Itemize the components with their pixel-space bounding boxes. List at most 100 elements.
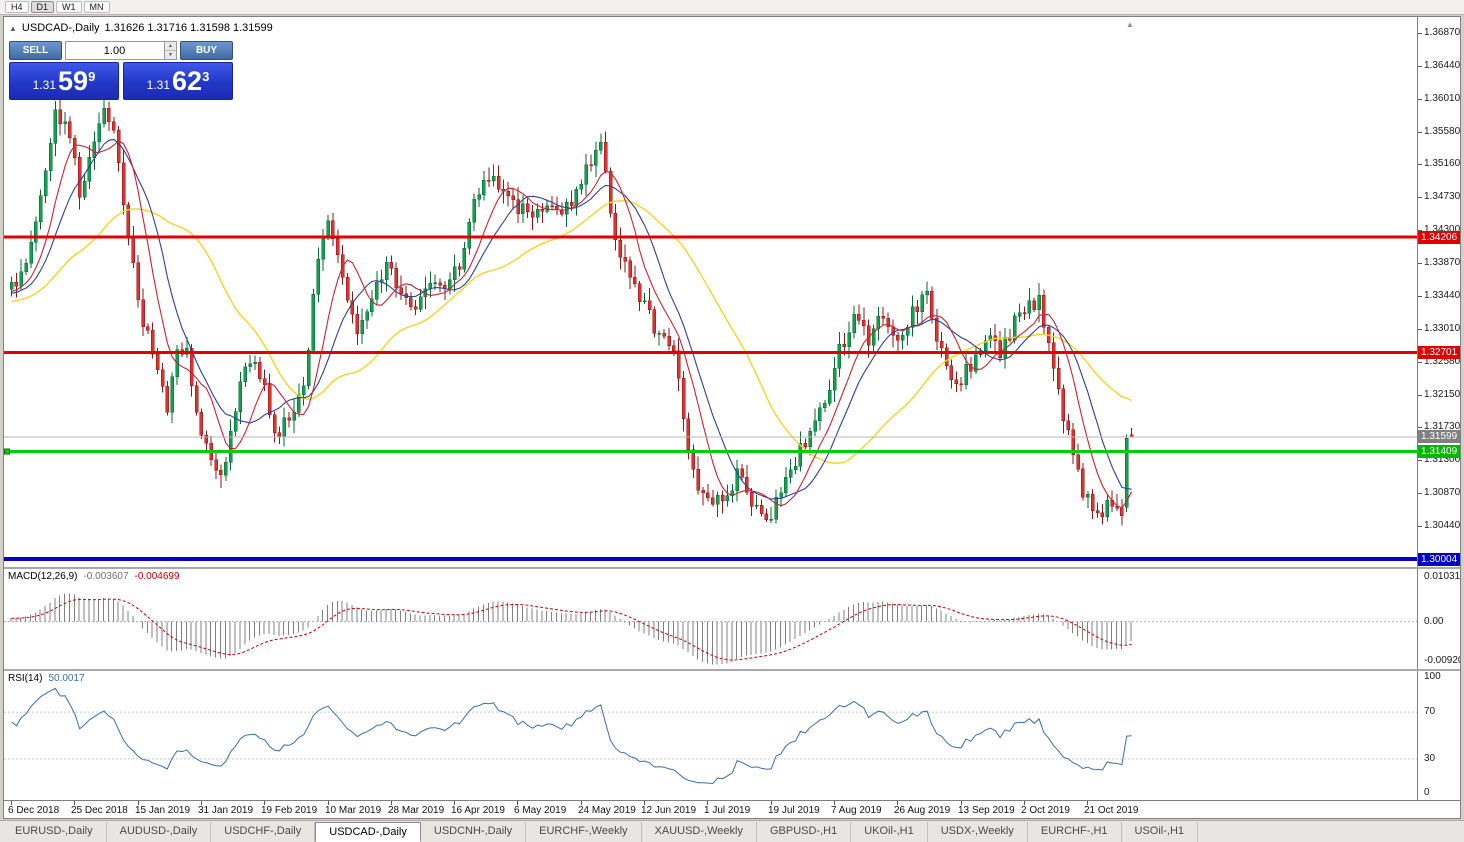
chart-title-bar: ▲ USDCAD-,Daily 1.31626 1.31716 1.31598 … — [9, 22, 273, 34]
buy-price-big: 62 — [172, 66, 203, 96]
time-label: 25 Dec 2018 — [71, 805, 128, 816]
time-tick — [771, 801, 772, 805]
support-line-blue[interactable] — [4, 557, 1417, 561]
time-label: 6 May 2019 — [514, 805, 567, 816]
time-tick — [454, 801, 455, 805]
rsi-label-bar: RSI(14) 50.0017 — [8, 673, 91, 684]
support-line-blue-label: 1.30004 — [1418, 553, 1460, 566]
resistance-line-upper-label: 1.34206 — [1418, 231, 1460, 244]
tab-eurusd-daily[interactable]: EURUSD-,Daily — [2, 822, 107, 842]
rsi-pane[interactable]: RSI(14) 50.0017 — [4, 671, 1417, 800]
resistance-line-lower-label: 1.32701 — [1418, 346, 1460, 359]
tab-audusd-daily[interactable]: AUDUSD-,Daily — [107, 822, 212, 842]
time-tick — [834, 801, 835, 805]
pane-divider-rsi[interactable] — [4, 669, 1460, 671]
resistance-line-upper[interactable] — [4, 235, 1417, 239]
volume-field: ▲ ▼ — [65, 41, 177, 60]
time-label: 31 Jan 2019 — [198, 805, 254, 816]
time-label: 16 Apr 2019 — [451, 805, 505, 816]
sell-button[interactable]: SELL — [9, 41, 62, 60]
pane-divider-macd[interactable] — [4, 567, 1460, 569]
price-tick: 1.32580 — [1418, 356, 1460, 368]
time-tick — [1024, 801, 1025, 805]
price-tick: 1.33010 — [1418, 323, 1460, 335]
chart-tab-bar: EURUSD-,Daily AUDUSD-,Daily USDCHF-,Daily U… — [0, 820, 1464, 842]
sell-price-button[interactable]: 1.31 59 9 — [9, 62, 119, 100]
tab-usdcad-daily[interactable]: USDCAD-,Daily — [315, 822, 421, 842]
time-tick — [328, 801, 329, 805]
timeframe-toolbar: H4 D1 W1 MN — [0, 0, 1464, 15]
tab-eurchf-weekly[interactable]: EURCHF-,Weekly — [526, 822, 642, 842]
current-price-line[interactable] — [4, 436, 1417, 438]
ma-slow-yellow — [11, 199, 1132, 464]
time-axis[interactable]: 6 Dec 2018 25 Dec 2018 15 Jan 2019 31 Jan 2… — [4, 801, 1460, 818]
price-tick: 1.30870 — [1418, 487, 1460, 499]
sell-price-sup: 9 — [88, 69, 96, 84]
buy-price-prefix: 1.31 — [146, 78, 171, 92]
volume-input[interactable] — [66, 42, 163, 59]
time-label: 7 Aug 2019 — [831, 805, 882, 816]
tab-eurchf-h1[interactable]: EURCHF-,H1 — [1028, 822, 1122, 842]
support-line-green-handle[interactable] — [4, 448, 10, 455]
rsi-scale[interactable]: 100 70 30 0 — [1418, 671, 1460, 800]
time-label: 19 Feb 2019 — [261, 805, 318, 816]
rsi-value: 50.0017 — [48, 673, 85, 684]
chart-ohlc-values: 1.31626 1.31716 1.31598 1.31599 — [104, 22, 273, 34]
macd-scale[interactable]: 0.010311 0.00 -0.009203 — [1418, 569, 1460, 669]
tab-ukoil-h1[interactable]: UKOil-,H1 — [851, 822, 928, 842]
one-click-trading-panel: SELL ▲ ▼ BUY 1.31 59 9 — [9, 41, 233, 100]
time-tick — [644, 801, 645, 805]
price-tick: 1.32150 — [1418, 389, 1460, 401]
tab-usdx-weekly[interactable]: USDX-,Weekly — [928, 822, 1028, 842]
buy-button[interactable]: BUY — [180, 41, 233, 60]
support-line-green[interactable] — [4, 449, 1417, 453]
tab-usoil-h1[interactable]: USOil-,H1 — [1122, 822, 1199, 842]
chart-window: ▲ USDCAD-,Daily 1.31626 1.31716 1.31598 … — [3, 16, 1461, 819]
buy-price-sup: 3 — [202, 69, 210, 84]
price-pane[interactable]: ▲ USDCAD-,Daily 1.31626 1.31716 1.31598 … — [4, 17, 1417, 567]
time-tick — [581, 801, 582, 805]
rsi-line — [11, 687, 1132, 785]
tab-usdcnh-daily[interactable]: USDCNH-,Daily — [421, 822, 527, 842]
rsi-scale-70: 70 — [1424, 706, 1436, 717]
timeframe-button-mn[interactable]: MN — [83, 1, 110, 13]
price-tick: 1.34300 — [1418, 224, 1460, 236]
timeframe-button-d1[interactable]: D1 — [30, 1, 55, 13]
price-scale[interactable]: 1.36870 1.36440 1.36010 1.35580 1.35160 1.347… — [1418, 17, 1460, 567]
candles — [9, 99, 1134, 526]
time-label: 6 Dec 2018 — [8, 805, 60, 816]
chart-symbol-title: USDCAD-,Daily — [21, 22, 100, 34]
price-tick: 1.31300 — [1418, 454, 1460, 466]
macd-histogram — [10, 593, 1132, 665]
chart-shift-marker[interactable]: ▲ — [1126, 20, 1134, 29]
rsi-scale-100: 100 — [1424, 671, 1441, 682]
macd-scale-bottom: -0.009203 — [1424, 655, 1460, 666]
time-tick — [517, 801, 518, 805]
volume-decrease-button[interactable]: ▼ — [165, 51, 176, 59]
time-tick — [74, 801, 75, 805]
support-line-green-label: 1.31409 — [1418, 445, 1460, 458]
timeframe-button-w1[interactable]: W1 — [56, 1, 82, 13]
time-label: 28 Mar 2019 — [388, 805, 445, 816]
macd-value-main: -0.003607 — [83, 571, 129, 582]
resistance-line-lower[interactable] — [4, 350, 1417, 354]
buy-price-button[interactable]: 1.31 62 3 — [123, 62, 233, 100]
timeframe-button-h4[interactable]: H4 — [5, 1, 29, 13]
time-label: 1 Jul 2019 — [704, 805, 751, 816]
macd-pane[interactable]: MACD(12,26,9) -0.003607 -0.004699 — [4, 569, 1417, 669]
time-tick — [897, 801, 898, 805]
macd-scale-zero: 0.00 — [1424, 616, 1444, 627]
sell-price-big: 59 — [58, 66, 89, 96]
volume-increase-button[interactable]: ▲ — [165, 42, 176, 51]
tab-gbpusd-h1[interactable]: GBPUSD-,H1 — [757, 822, 852, 842]
tab-xauusd-weekly[interactable]: XAUUSD-,Weekly — [642, 822, 757, 842]
time-tick — [391, 801, 392, 805]
ma-fast-red — [11, 140, 1133, 509]
price-tick: 1.33440 — [1418, 290, 1460, 302]
tab-usdchf-daily[interactable]: USDCHF-,Daily — [211, 822, 316, 842]
sell-price-prefix: 1.31 — [32, 78, 57, 92]
price-tick: 1.30440 — [1418, 520, 1460, 532]
one-click-collapse-icon[interactable]: ▲ — [9, 23, 17, 33]
time-tick — [264, 801, 265, 805]
